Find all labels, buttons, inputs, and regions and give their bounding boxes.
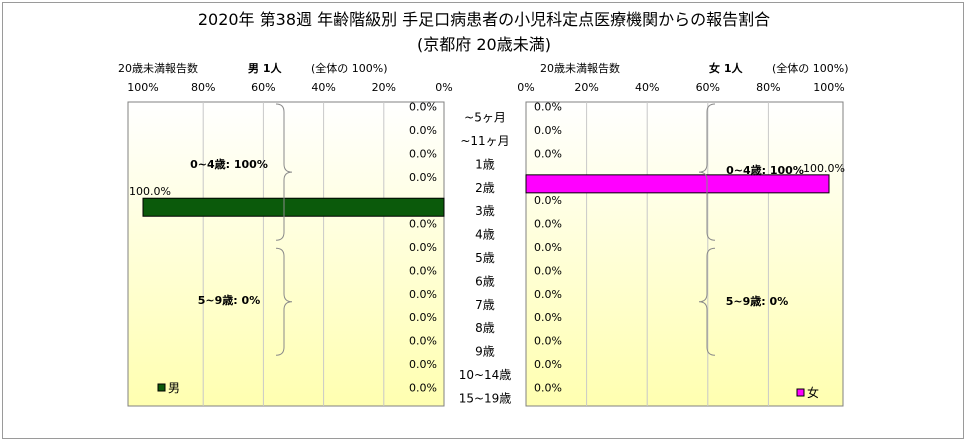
female-value-label: 0.0%	[534, 124, 562, 137]
right-group-label-5-9: 5~9歳: 0%	[726, 294, 788, 308]
female-value-label: 0.0%	[534, 358, 562, 371]
male-legend-label: 男	[168, 381, 180, 395]
left-x-tick-label: 100%	[127, 81, 158, 94]
category-label: ~11ヶ月	[460, 134, 509, 148]
female-value-label: 0.0%	[534, 101, 562, 114]
male-value-label: 0.0%	[409, 147, 437, 160]
right-x-tick-label: 40%	[635, 81, 659, 94]
category-label: 8歳	[475, 321, 495, 335]
female-legend-swatch	[796, 388, 805, 397]
left-x-tick-label: 0%	[435, 81, 452, 94]
category-label: 5歳	[475, 251, 495, 265]
female-value-label: 0.0%	[534, 147, 562, 160]
right-group-label-0-4: 0~4歳: 100%	[726, 163, 804, 177]
male-value-label: 100.0%	[129, 185, 171, 198]
male-legend-swatch	[157, 383, 166, 392]
left-count-value: 男 1人	[248, 62, 282, 75]
female-legend-label: 女	[807, 385, 819, 400]
male-value-label: 0.0%	[409, 241, 437, 254]
left-x-tick-label: 60%	[251, 81, 275, 94]
female-value-label: 0.0%	[534, 288, 562, 301]
right-x-tick-label: 0%	[517, 81, 534, 94]
category-label: 4歳	[475, 228, 495, 242]
right-x-tick-label: 20%	[574, 81, 598, 94]
left-x-tick-label: 40%	[311, 81, 335, 94]
female-value-label: 0.0%	[534, 241, 562, 254]
left-count-caption: 20歳未満報告数	[118, 62, 198, 75]
category-label: 2歳	[475, 181, 495, 195]
left-group-label-5-9: 5~9歳: 0%	[198, 293, 260, 307]
left-count-note: (全体の 100%)	[311, 62, 388, 75]
male-value-label: 0.0%	[409, 381, 437, 394]
right-count-note: (全体の 100%)	[772, 62, 849, 75]
category-label: 15~19歳	[459, 391, 512, 405]
category-label: 3歳	[475, 204, 495, 218]
female-bar	[525, 174, 830, 194]
female-value-label: 0.0%	[534, 381, 562, 394]
right-x-tick-label: 80%	[756, 81, 780, 94]
left-brace-0-4	[275, 103, 293, 241]
male-bar	[142, 197, 445, 217]
male-value-label: 0.0%	[409, 335, 437, 348]
right-brace-5-9	[698, 247, 716, 356]
category-label: ~5ヶ月	[464, 111, 506, 125]
right-count-value: 女 1人	[709, 62, 743, 75]
male-value-label: 0.0%	[409, 264, 437, 277]
category-label: 1歳	[475, 157, 495, 171]
female-value-label: 0.0%	[534, 311, 562, 324]
chart-subtitle: (京都府 20歳未満)	[417, 35, 551, 54]
female-value-label: 0.0%	[534, 264, 562, 277]
male-value-label: 0.0%	[409, 218, 437, 231]
male-value-label: 0.0%	[409, 288, 437, 301]
left-brace-5-9	[275, 247, 293, 356]
left-x-tick-label: 80%	[191, 81, 215, 94]
right-x-tick-label: 60%	[696, 81, 720, 94]
right-x-tick-label: 100%	[813, 81, 844, 94]
male-value-label: 0.0%	[409, 101, 437, 114]
female-value-label: 0.0%	[534, 194, 562, 207]
category-label: 10~14歳	[459, 368, 512, 382]
category-label: 7歳	[475, 298, 495, 312]
left-plot-area	[127, 101, 445, 407]
male-value-label: 0.0%	[409, 311, 437, 324]
chart-title: 2020年 第38週 年齢階級別 手足口病患者の小児科定点医療機関からの報告割合	[197, 10, 771, 29]
male-value-label: 0.0%	[409, 171, 437, 184]
female-value-label: 0.0%	[534, 218, 562, 231]
right-count-caption: 20歳未満報告数	[540, 62, 620, 75]
left-x-tick-label: 20%	[372, 81, 396, 94]
male-value-label: 0.0%	[409, 124, 437, 137]
male-value-label: 0.0%	[409, 358, 437, 371]
female-value-label: 0.0%	[534, 335, 562, 348]
left-group-label-0-4: 0~4歳: 100%	[190, 157, 268, 171]
right-plot-area	[525, 101, 844, 407]
category-label: 6歳	[475, 274, 495, 288]
female-value-label: 100.0%	[803, 162, 845, 175]
right-brace-0-4	[698, 103, 716, 241]
category-label: 9歳	[475, 345, 495, 359]
